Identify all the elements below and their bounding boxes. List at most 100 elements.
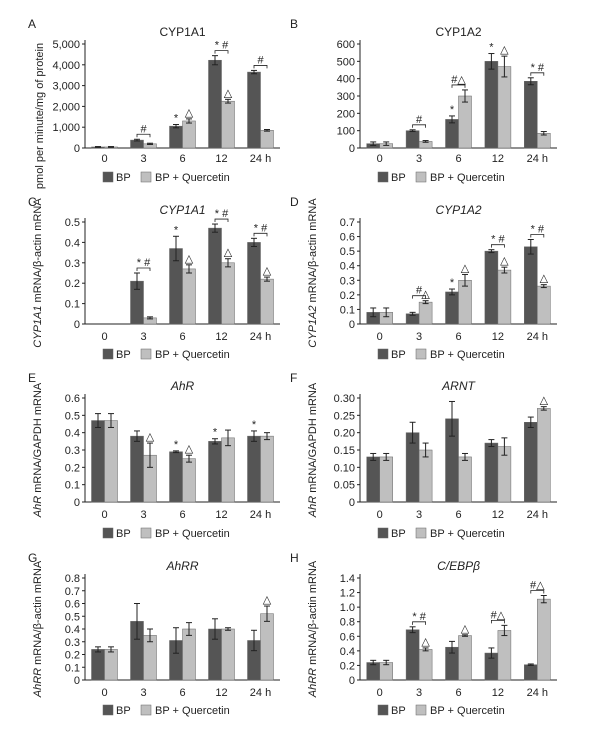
x-tick-label: 6 xyxy=(455,509,461,521)
significance-mark: #△ xyxy=(451,74,466,86)
y-axis-label-gene: AhR xyxy=(32,493,44,518)
bar-bp xyxy=(208,227,222,325)
y-axis-label-unit: mRNA/GAPDH mRNA xyxy=(307,382,319,493)
legend-swatch-bp xyxy=(102,527,114,539)
significance-mark: △ xyxy=(461,623,470,635)
significance-mark: # xyxy=(416,285,423,297)
y-axis-label-unit: mRNA/β-actin mRNA xyxy=(32,198,44,303)
x-tick-label: 24 h xyxy=(250,331,271,343)
y-tick-label: 0.7 xyxy=(65,586,80,598)
y-tick-label: 0.1 xyxy=(340,304,355,316)
significance-mark: △ xyxy=(146,431,155,443)
bar-bp xyxy=(91,420,105,503)
significance-bracket xyxy=(136,133,151,138)
bar-bp xyxy=(405,130,420,149)
legend-label-bp-quercetin: BP + Quercetin xyxy=(155,705,230,717)
panel-letter: B xyxy=(290,17,298,31)
bar-bp xyxy=(130,435,144,503)
bar-bp xyxy=(247,435,261,503)
legend-label-bp-quercetin: BP + Quercetin xyxy=(430,528,505,540)
bar-bp xyxy=(484,250,499,325)
significance-mark: # xyxy=(257,54,264,66)
y-axis-label-gene: AhR xyxy=(307,493,319,518)
y-axis-label-unit: mRNA/GAPDH mRNA xyxy=(32,382,44,493)
y-tick-label: 0.4 xyxy=(340,646,355,658)
bar-bp xyxy=(524,81,538,149)
legend-swatch-bp-quercetin xyxy=(415,704,427,716)
legend-label-bp-quercetin: BP + Quercetin xyxy=(430,349,505,361)
x-tick-label: 6 xyxy=(179,687,185,699)
x-tick-label: 12 xyxy=(215,687,227,699)
x-tick-label: 3 xyxy=(416,153,422,165)
x-tick-label: 24 h xyxy=(250,153,271,165)
y-tick-label: 0 xyxy=(74,675,80,687)
significance-mark: * xyxy=(174,112,179,124)
significance-mark: * # xyxy=(215,40,229,52)
y-tick-label: 0.4 xyxy=(65,237,80,249)
panel-letter: A xyxy=(28,17,36,31)
bar-bp-quercetin xyxy=(497,66,512,149)
bar-bp-quercetin xyxy=(260,435,274,503)
significance-mark: △ xyxy=(500,44,509,56)
y-tick-label: 0.2 xyxy=(65,278,80,290)
legend-swatch-bp xyxy=(102,171,114,183)
panel-title: CYP1A1 xyxy=(159,25,205,39)
bar-bp xyxy=(445,291,459,325)
significance-mark: △ xyxy=(540,395,549,407)
bar-bp-quercetin xyxy=(418,301,433,325)
significance-mark: △ xyxy=(461,262,470,274)
x-tick-label: 3 xyxy=(140,153,146,165)
bar-bp-quercetin xyxy=(182,120,196,149)
x-tick-label: 24 h xyxy=(250,687,271,699)
legend-swatch-bp xyxy=(102,348,114,360)
significance-mark: △ xyxy=(224,87,233,99)
y-tick-label: 0.30 xyxy=(334,393,355,405)
legend-swatch-bp xyxy=(377,171,389,183)
significance-bracket xyxy=(214,218,229,223)
x-tick-label: 24 h xyxy=(527,509,548,521)
y-tick-label: 400 xyxy=(337,74,355,86)
legend-swatch-bp-quercetin xyxy=(140,171,152,183)
bar-bp-quercetin xyxy=(182,458,196,503)
legend-label-bp-quercetin: BP + Quercetin xyxy=(155,172,230,184)
x-tick-label: 6 xyxy=(179,153,185,165)
bar-bp xyxy=(208,59,222,149)
significance-bracket xyxy=(412,621,426,625)
panel-letter: D xyxy=(290,195,299,209)
x-tick-label: 3 xyxy=(416,687,422,699)
y-axis-label-unit: mRNA/β-actin mRNA xyxy=(307,198,319,303)
y-tick-label: 300 xyxy=(337,91,355,103)
x-tick-label: 24 h xyxy=(527,153,548,165)
y-tick-label: 0.3 xyxy=(65,637,80,649)
significance-mark: △ xyxy=(500,255,509,267)
panel-title: AhRR xyxy=(165,559,198,573)
y-tick-label: 0 xyxy=(349,143,355,155)
significance-bracket xyxy=(530,72,545,76)
bar-bp-quercetin xyxy=(260,278,274,325)
significance-mark: # xyxy=(140,123,147,135)
significance-mark: #△ xyxy=(530,579,545,591)
significance-mark: * xyxy=(450,104,455,116)
panel-letter: F xyxy=(290,371,297,385)
significance-bracket xyxy=(214,50,229,54)
y-tick-label: 0.5 xyxy=(340,246,355,258)
x-tick-label: 3 xyxy=(140,509,146,521)
bar-bp xyxy=(208,441,222,503)
x-tick-label: 3 xyxy=(416,331,422,343)
x-tick-label: 12 xyxy=(492,331,504,343)
y-tick-label: 0 xyxy=(74,143,80,155)
bar-bp-quercetin xyxy=(182,628,196,681)
significance-mark: * # xyxy=(215,208,229,220)
legend-label-bp: BP xyxy=(391,705,406,717)
bar-bp-quercetin xyxy=(458,456,472,503)
y-tick-label: 0.3 xyxy=(340,275,355,287)
significance-mark: * # xyxy=(531,223,545,235)
significance-mark: * # xyxy=(491,234,505,246)
x-tick-label: 0 xyxy=(101,687,107,699)
bar-bp-quercetin xyxy=(497,269,512,325)
y-axis-label: AhRR mRNA/β-actin mRNA xyxy=(307,560,319,698)
x-tick-label: 24 h xyxy=(250,509,271,521)
significance-mark: #△ xyxy=(491,609,506,621)
